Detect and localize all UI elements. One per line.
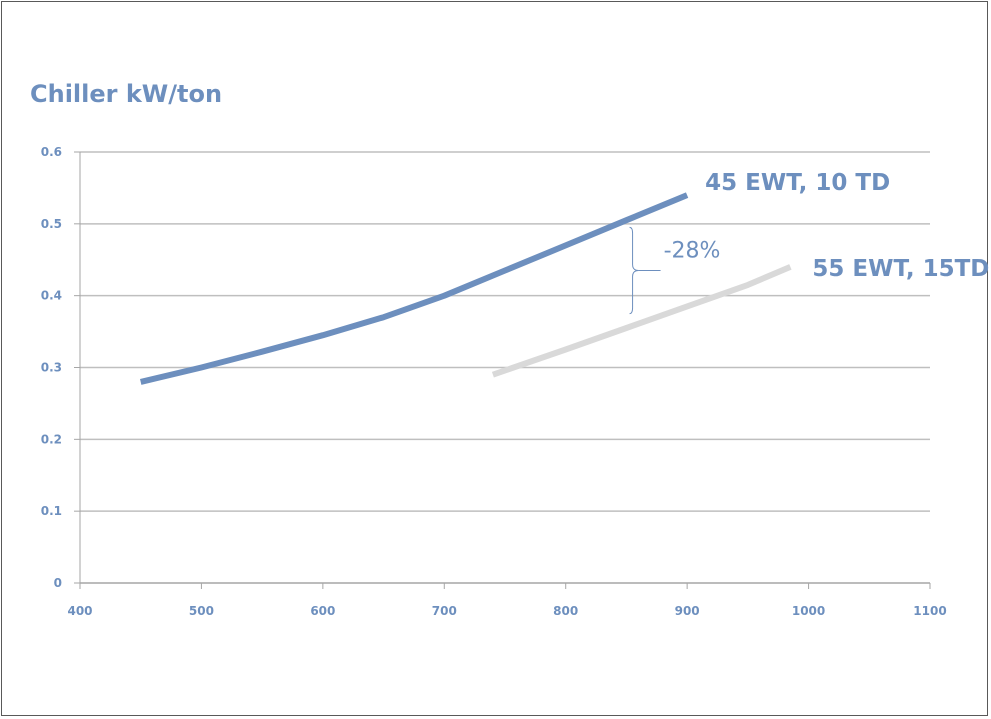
annotations: -28% <box>629 226 721 315</box>
x-tick-label: 1000 <box>792 604 825 618</box>
x-tick-label: 900 <box>675 604 700 618</box>
x-tick-label: 400 <box>67 604 92 618</box>
axes <box>79 152 931 589</box>
y-tick-label: 0 <box>54 576 62 590</box>
x-tick-label: 1100 <box>913 604 946 618</box>
difference-label-1: -28% <box>664 239 721 264</box>
difference-brace-1 <box>629 226 639 315</box>
x-tick-label: 700 <box>432 604 457 618</box>
x-tick-label: 600 <box>310 604 335 618</box>
y-tick-label: 0.3 <box>41 361 62 375</box>
y-tick-label: 0.1 <box>41 504 62 518</box>
x-tick-label: 500 <box>189 604 214 618</box>
x-tick-labels: 400 500 600 700 800 900 1000 1100 <box>67 604 946 618</box>
y-tick-labels: 0 0.1 0.2 0.3 0.4 0.5 0.6 <box>41 145 62 590</box>
y-tick-label: 0.6 <box>41 145 62 159</box>
y-tick-label: 0.4 <box>41 289 62 303</box>
series-label-2: 55 EWT, 15TD <box>812 256 989 282</box>
x-tick-label: 800 <box>553 604 578 618</box>
y-tick-label: 0.5 <box>41 217 62 231</box>
y-tick-label: 0.2 <box>41 432 62 446</box>
chart-title: Chiller kW/ton <box>30 80 222 108</box>
series-lines <box>140 192 792 385</box>
series-labels: 45 EWT, 10 TD 55 EWT, 15TD <box>705 170 989 282</box>
series-line-1 <box>140 192 689 385</box>
series-label-1: 45 EWT, 10 TD <box>705 170 890 196</box>
series-line-2 <box>491 264 792 378</box>
